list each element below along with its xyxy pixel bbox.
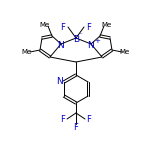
Text: N: N — [88, 40, 94, 50]
Text: Me: Me — [102, 22, 112, 28]
Text: F: F — [74, 123, 78, 133]
Text: ⁻: ⁻ — [78, 32, 82, 38]
Text: F: F — [86, 22, 92, 31]
Text: +: + — [94, 38, 100, 44]
Text: F: F — [60, 116, 66, 124]
Text: Me: Me — [40, 22, 50, 28]
Text: F: F — [60, 22, 66, 31]
Text: F: F — [86, 116, 92, 124]
Text: N: N — [57, 78, 63, 86]
Text: Me: Me — [120, 49, 130, 55]
Text: N: N — [58, 40, 64, 50]
Text: B: B — [73, 35, 79, 43]
Text: Me: Me — [22, 49, 32, 55]
